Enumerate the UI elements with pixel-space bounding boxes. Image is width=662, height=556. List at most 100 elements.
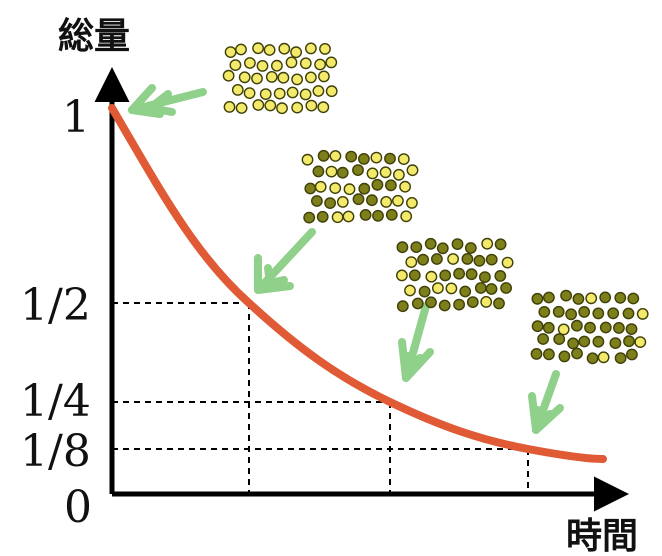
undecayed-particle [235,43,247,56]
undecayed-particle [379,166,392,179]
undecayed-particle [301,153,314,166]
undecayed-particle [406,164,419,177]
decayed-particle [453,267,465,280]
undecayed-particle [304,42,317,55]
undecayed-particle [285,56,298,69]
undecayed-particle [425,270,438,283]
decayed-particle [303,211,316,224]
decayed-particle [410,241,423,254]
decayed-particle [473,254,486,267]
decayed-particle [316,210,329,223]
undecayed-particle [501,256,514,269]
undecayed-particle [265,71,278,83]
undecayed-particle [251,72,263,85]
arrow-to-eighth [528,370,564,434]
undecayed-particle [224,46,237,58]
decayed-particle [542,321,555,334]
undecayed-particle [404,284,416,297]
undecayed-particle [286,86,299,99]
undecayed-particle [480,295,493,308]
undecayed-particle [325,56,338,69]
undecayed-particle [243,87,256,100]
decayed-particle [451,238,464,251]
guide-lines [112,302,529,494]
decayed-particle [571,347,583,360]
decayed-particle [578,305,591,318]
undecayed-particle [317,101,330,114]
undecayed-particle [431,282,444,294]
undecayed-particle [399,180,411,193]
decayed-particle [493,297,505,310]
undecayed-particle [397,153,410,166]
undecayed-particle [366,167,379,180]
decayed-particle [464,242,477,254]
decayed-particle [531,320,544,333]
decayed-particle [567,337,579,350]
decayed-particle [359,208,372,221]
decayed-particle [384,179,397,192]
undecayed-particle [329,150,342,162]
decayed-particle [385,208,398,221]
undecayed-particle [405,256,418,268]
decayed-particle [312,165,325,178]
decayed-particle [485,253,498,266]
decayed-particle [453,298,465,311]
undecayed-particle [312,85,325,97]
undecayed-particle [238,71,251,84]
decayed-particle [438,299,451,312]
green-arrows [128,84,564,434]
decayed-particle [530,347,543,360]
decayed-particle [408,269,421,282]
decayed-particle [384,152,396,165]
x-axis-title: 時間 [566,516,638,556]
undecayed-particle [299,88,312,101]
decayed-particle [485,283,498,295]
undecayed-particle [597,351,610,364]
decayed-particle [543,348,555,361]
undecayed-particle [557,323,570,336]
arrow-to-full [128,84,207,118]
decayed-particle [324,197,336,210]
y-tick-eighth: 1/8 [20,426,91,477]
undecayed-particle [229,59,242,71]
decayed-particle [430,253,443,265]
undecayed-particle [291,73,303,86]
decayed-particle [537,333,549,345]
particle-cluster-half [301,149,419,224]
y-tick-half: 1/2 [20,280,91,331]
decayed-particle [459,285,472,298]
undecayed-particle [636,307,649,320]
undecayed-particle [392,168,405,181]
undecayed-particle [299,57,312,70]
undecayed-particle [400,210,413,223]
undecayed-particle [277,71,290,84]
decayed-particle [571,319,583,332]
decayed-particle [538,305,551,318]
decayed-particle [531,292,544,305]
undecayed-particle [252,99,265,111]
decayed-particle [543,291,555,304]
particle-cluster-full [222,42,338,115]
undecayed-particle [290,46,302,59]
undecayed-particle [319,43,331,55]
decayed-particle [317,149,330,162]
undecayed-particle [278,42,291,55]
decayed-particle [565,308,577,321]
decayed-particle [627,292,640,305]
decayed-particle [609,337,622,349]
undecayed-particle [235,102,248,114]
decayed-particle [592,307,605,320]
decayed-particle [552,305,565,318]
decayed-particle [478,271,491,283]
undecayed-particle [481,237,494,250]
undecayed-particle [276,102,288,115]
undecayed-particle [314,58,326,71]
decayed-particle [310,195,323,207]
undecayed-particle [223,101,236,113]
particle-cluster-quarter [395,237,514,313]
undecayed-particle [380,195,393,208]
decayed-particle [607,307,620,320]
undecayed-particle [634,336,647,348]
decayed-particle [584,321,596,334]
decayed-particle [613,321,625,334]
